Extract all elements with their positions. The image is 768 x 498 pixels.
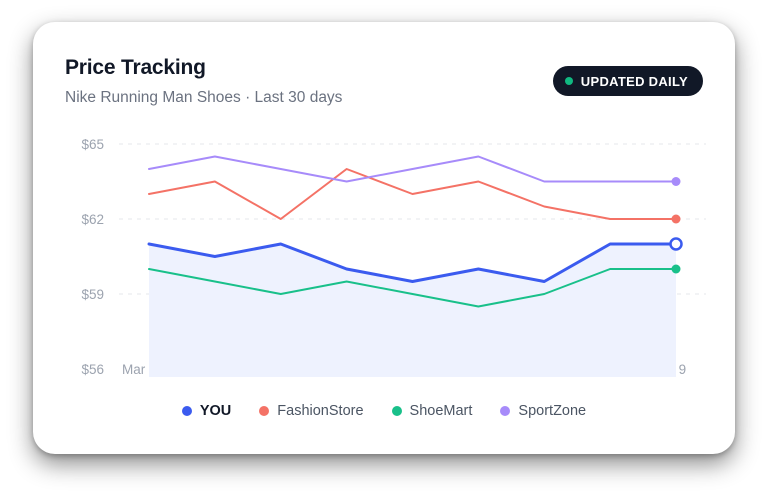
chart-legend: YOU FashionStore ShoeMart SportZone bbox=[33, 403, 735, 419]
card-title: Price Tracking bbox=[65, 56, 206, 79]
legend-label-you: YOU bbox=[199, 403, 232, 419]
series-line-fashionstore bbox=[148, 168, 677, 220]
legend-dot-shoemart bbox=[391, 406, 402, 416]
legend-label-sportzone: SportZone bbox=[518, 403, 587, 419]
legend-label-fashionstore: FashionStore bbox=[277, 403, 364, 419]
series-end-point-you bbox=[669, 237, 683, 251]
y-tick-label: $59 bbox=[81, 287, 104, 302]
series-end-point-fashionstore bbox=[671, 214, 681, 224]
y-tick-label: $65 bbox=[81, 137, 104, 152]
series-end-point-sportzone bbox=[671, 177, 681, 186]
status-dot-icon bbox=[564, 77, 573, 85]
series-you-area bbox=[149, 244, 676, 377]
legend-item-fashionstore[interactable]: FashionStore bbox=[259, 403, 364, 419]
series-end-point-shoemart bbox=[671, 264, 681, 274]
legend-item-you[interactable]: YOU bbox=[181, 403, 232, 419]
series-line-shoemart bbox=[148, 268, 677, 308]
legend-dot-you bbox=[181, 406, 192, 416]
badge-label: UPDATED DAILY bbox=[580, 73, 688, 89]
y-tick-label: $62 bbox=[81, 212, 104, 227]
legend-dot-fashionstore bbox=[259, 406, 270, 416]
series-line-sportzone bbox=[148, 155, 677, 183]
series-line-you bbox=[147, 242, 678, 283]
y-tick-label: $56 bbox=[81, 362, 104, 377]
legend-item-shoemart[interactable]: ShoeMart bbox=[391, 403, 473, 419]
card-subtitle: Nike Running Man Shoes · Last 30 days bbox=[65, 89, 343, 106]
legend-item-sportzone[interactable]: SportZone bbox=[500, 403, 586, 419]
legend-label-shoemart: ShoeMart bbox=[409, 403, 473, 419]
legend-dot-sportzone bbox=[500, 406, 511, 416]
price-tracking-card: Price Tracking Nike Running Man Shoes · … bbox=[33, 22, 735, 454]
updated-daily-badge: UPDATED DAILY bbox=[552, 66, 703, 96]
